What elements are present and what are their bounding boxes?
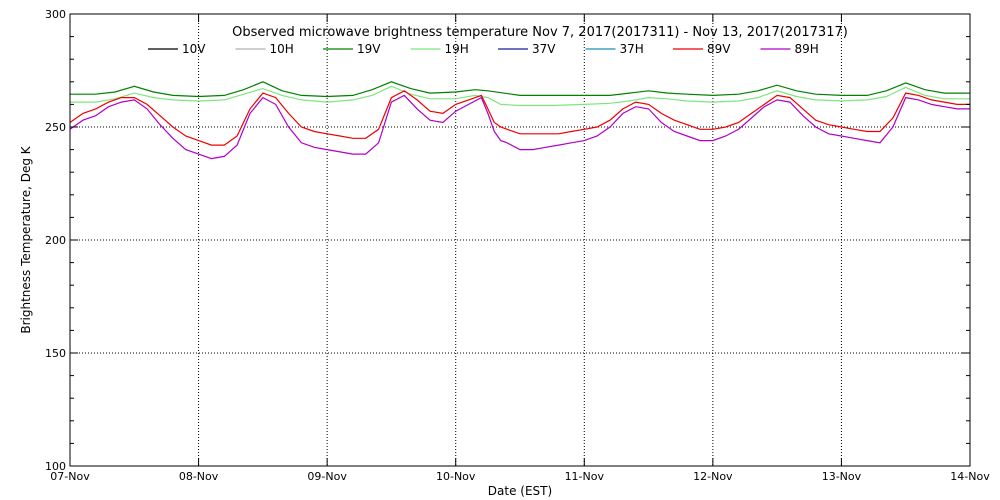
series-line-89h bbox=[69, 94, 970, 160]
x-tick-label: 09-Nov bbox=[307, 470, 347, 483]
legend-label-89h: 89H bbox=[795, 42, 819, 56]
series-lines bbox=[69, 81, 970, 160]
y-tick-label: 100 bbox=[45, 460, 66, 473]
legend-label-19v: 19V bbox=[357, 42, 381, 56]
x-axis-label: Date (EST) bbox=[488, 484, 552, 498]
x-tick-label: 07-Nov bbox=[50, 470, 90, 483]
series-line-19v bbox=[70, 81, 970, 98]
x-tick-label: 10-Nov bbox=[436, 470, 476, 483]
chart-title: Observed microwave brightness temperatur… bbox=[232, 25, 848, 40]
legend-label-37v: 37V bbox=[532, 42, 556, 56]
x-tick-label: 12-Nov bbox=[693, 470, 733, 483]
y-axis-label: Brightness Temperature, Deg K bbox=[19, 145, 33, 333]
x-tick-label: 08-Nov bbox=[179, 470, 219, 483]
y-tick-label: 150 bbox=[45, 347, 66, 360]
y-tick-label: 300 bbox=[45, 8, 66, 21]
y-tick-label: 250 bbox=[45, 121, 66, 134]
gridlines bbox=[70, 14, 970, 466]
legend-label-19h: 19H bbox=[445, 42, 469, 56]
legend-label-10h: 10H bbox=[270, 42, 294, 56]
y-tick-label: 200 bbox=[45, 234, 66, 247]
y-axis-ticks: 100 150 200 250 300 bbox=[45, 8, 970, 473]
series-line-19h bbox=[70, 85, 970, 107]
x-tick-label: 13-Nov bbox=[822, 470, 862, 483]
legend-label-89v: 89V bbox=[707, 42, 731, 56]
x-tick-label: 11-Nov bbox=[565, 470, 605, 483]
legend-label-37h: 37H bbox=[620, 42, 644, 56]
legend: 10V 10H 19V 19H 37V 37H 89V 89H bbox=[148, 42, 819, 56]
x-axis-ticks: 07-Nov 08-Nov 09-Nov 10-Nov 11-Nov 12-Nov 13-N… bbox=[50, 14, 990, 483]
legend-label-10v: 10V bbox=[182, 42, 206, 56]
series-line-89v bbox=[69, 90, 970, 146]
x-tick-label: 14-Nov bbox=[950, 470, 990, 483]
